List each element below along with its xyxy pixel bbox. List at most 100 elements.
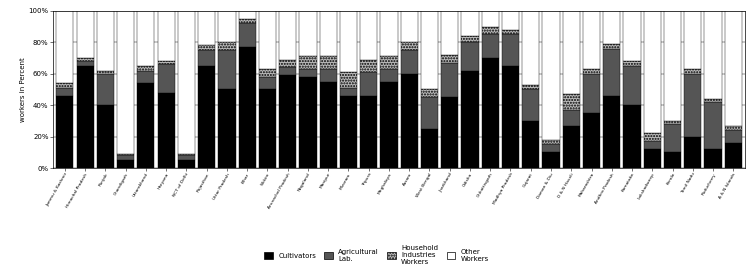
Bar: [239, 11, 256, 19]
Bar: [198, 46, 215, 50]
Bar: [441, 97, 459, 168]
Bar: [623, 11, 641, 61]
Bar: [218, 89, 236, 168]
Bar: [218, 50, 236, 89]
Bar: [705, 99, 721, 102]
Bar: [380, 69, 398, 82]
Bar: [724, 143, 742, 168]
Bar: [56, 88, 74, 96]
Bar: [300, 77, 316, 168]
Bar: [441, 11, 459, 55]
Bar: [664, 152, 681, 168]
Bar: [502, 34, 519, 66]
Bar: [97, 70, 114, 74]
Bar: [360, 72, 377, 96]
Bar: [117, 156, 134, 160]
Bar: [482, 27, 498, 34]
Bar: [684, 11, 701, 69]
Bar: [259, 77, 276, 89]
Bar: [340, 88, 357, 96]
Bar: [137, 83, 154, 168]
Bar: [603, 49, 620, 96]
Bar: [137, 11, 154, 66]
Bar: [340, 11, 357, 72]
Bar: [562, 110, 580, 125]
Bar: [401, 42, 418, 50]
Bar: [482, 58, 498, 168]
Bar: [178, 154, 195, 156]
Bar: [300, 69, 316, 77]
Bar: [684, 137, 701, 168]
Bar: [319, 11, 337, 56]
Bar: [401, 50, 418, 74]
Bar: [198, 50, 215, 66]
Bar: [77, 58, 93, 61]
Bar: [684, 74, 701, 137]
Bar: [502, 11, 519, 30]
Bar: [340, 96, 357, 168]
Y-axis label: workers in Percent: workers in Percent: [20, 57, 26, 122]
Bar: [259, 89, 276, 168]
Bar: [482, 34, 498, 58]
Bar: [664, 124, 681, 152]
Bar: [97, 74, 114, 105]
Bar: [259, 11, 276, 69]
Bar: [462, 70, 479, 168]
Bar: [279, 67, 296, 75]
Bar: [178, 11, 195, 154]
Bar: [603, 11, 620, 44]
Bar: [239, 19, 256, 23]
Bar: [401, 74, 418, 168]
Bar: [542, 140, 559, 144]
Bar: [441, 55, 459, 63]
Bar: [56, 11, 74, 83]
Bar: [705, 149, 721, 168]
Bar: [218, 42, 236, 50]
Bar: [421, 89, 438, 97]
Bar: [644, 11, 661, 133]
Bar: [562, 11, 580, 94]
Bar: [603, 96, 620, 168]
Bar: [522, 11, 539, 85]
Bar: [583, 69, 600, 74]
Bar: [239, 47, 256, 168]
Bar: [583, 11, 600, 69]
Bar: [157, 11, 175, 61]
Bar: [705, 11, 721, 99]
Bar: [522, 121, 539, 168]
Bar: [623, 105, 641, 168]
Bar: [117, 154, 134, 156]
Bar: [482, 11, 498, 27]
Bar: [664, 121, 681, 124]
Bar: [542, 11, 559, 140]
Bar: [157, 93, 175, 168]
Bar: [583, 74, 600, 113]
Bar: [178, 160, 195, 168]
Bar: [623, 61, 641, 66]
Bar: [117, 160, 134, 168]
Bar: [77, 61, 93, 66]
Bar: [157, 64, 175, 93]
Bar: [300, 56, 316, 69]
Bar: [360, 96, 377, 168]
Bar: [239, 23, 256, 47]
Bar: [462, 42, 479, 70]
Bar: [319, 69, 337, 82]
Bar: [664, 11, 681, 121]
Bar: [137, 66, 154, 70]
Bar: [300, 11, 316, 56]
Bar: [421, 97, 438, 129]
Bar: [360, 60, 377, 72]
Bar: [562, 125, 580, 168]
Bar: [603, 44, 620, 49]
Bar: [644, 149, 661, 168]
Bar: [401, 11, 418, 42]
Bar: [502, 66, 519, 168]
Bar: [421, 11, 438, 89]
Bar: [724, 130, 742, 143]
Bar: [724, 125, 742, 130]
Bar: [360, 11, 377, 60]
Bar: [117, 11, 134, 154]
Bar: [279, 60, 296, 67]
Bar: [56, 96, 74, 168]
